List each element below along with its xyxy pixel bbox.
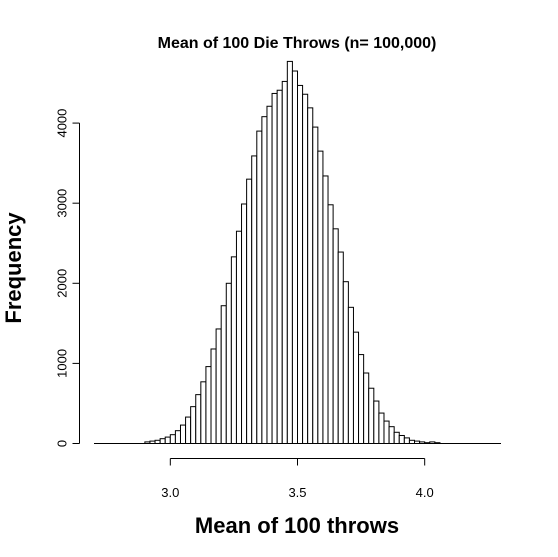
histogram-bar <box>195 394 202 444</box>
y-tick-label: 4000 <box>55 109 70 138</box>
histogram-bar <box>373 400 380 445</box>
histogram-bar <box>322 175 329 444</box>
histogram-bar <box>312 126 319 445</box>
histogram-bar <box>266 105 273 445</box>
histogram-bar <box>302 93 309 445</box>
histogram-bar <box>358 354 365 445</box>
histogram-bar <box>256 130 263 444</box>
histogram-bar <box>185 416 192 444</box>
y-tick-label: 1000 <box>55 349 70 378</box>
histogram-bar <box>210 348 217 444</box>
chart-title: Mean of 100 Die Throws (n= 100,000) <box>158 35 437 52</box>
x-tick-label: 3.5 <box>288 485 306 500</box>
histogram-bar <box>363 372 370 444</box>
histogram-bar <box>347 306 354 444</box>
histogram-bar <box>205 366 212 445</box>
x-axis-label: Mean of 100 throws <box>195 513 399 538</box>
histogram-bar <box>368 387 375 444</box>
histogram-bar <box>225 282 232 444</box>
histogram-bar <box>398 434 405 445</box>
histogram-bar <box>164 436 171 445</box>
histogram-bar <box>169 434 176 444</box>
histogram-bar <box>297 84 304 444</box>
histogram-bar <box>337 251 344 444</box>
histogram-bar <box>271 92 278 444</box>
histogram-bar <box>281 80 288 444</box>
x-tick-label: 3.0 <box>161 485 179 500</box>
histogram-bar <box>230 256 237 445</box>
histogram-bar <box>317 150 324 445</box>
histogram-bar <box>215 328 222 445</box>
y-axis: 0 1000 2000 3000 4000 <box>55 109 80 447</box>
histogram-bar <box>383 420 390 444</box>
histogram-bar <box>393 431 400 445</box>
histogram-bar <box>261 116 268 445</box>
x-tick-label: 4.0 <box>416 485 434 500</box>
y-tick-label: 0 <box>55 440 70 447</box>
histogram-bar <box>327 204 334 444</box>
histogram-bar <box>276 89 283 444</box>
y-tick-label: 3000 <box>55 189 70 218</box>
histogram-bar <box>307 107 314 444</box>
histogram-bar <box>235 230 243 444</box>
histogram-bar <box>342 281 349 444</box>
y-tick-label: 2000 <box>55 269 70 298</box>
histogram-bar <box>200 381 207 445</box>
histogram-bar <box>378 412 385 445</box>
histogram-bar <box>190 406 197 444</box>
histogram-bar <box>251 155 258 444</box>
histogram-bar <box>241 203 248 444</box>
x-axis: 3.0 3.5 4.0 <box>161 458 434 500</box>
histogram-bar <box>174 430 181 444</box>
histogram-bar <box>220 305 227 444</box>
histogram-bar <box>291 70 299 444</box>
histogram-bar <box>332 228 339 444</box>
histogram-bar <box>159 438 166 445</box>
histogram-bar <box>403 437 410 444</box>
histogram-bar <box>388 426 395 445</box>
histogram-bar <box>246 178 253 444</box>
histogram-bar <box>286 60 293 444</box>
histogram-bar <box>179 424 187 445</box>
histogram-bar <box>352 331 360 445</box>
histogram-bars <box>144 60 441 445</box>
y-axis-label: Frequency <box>1 212 26 324</box>
